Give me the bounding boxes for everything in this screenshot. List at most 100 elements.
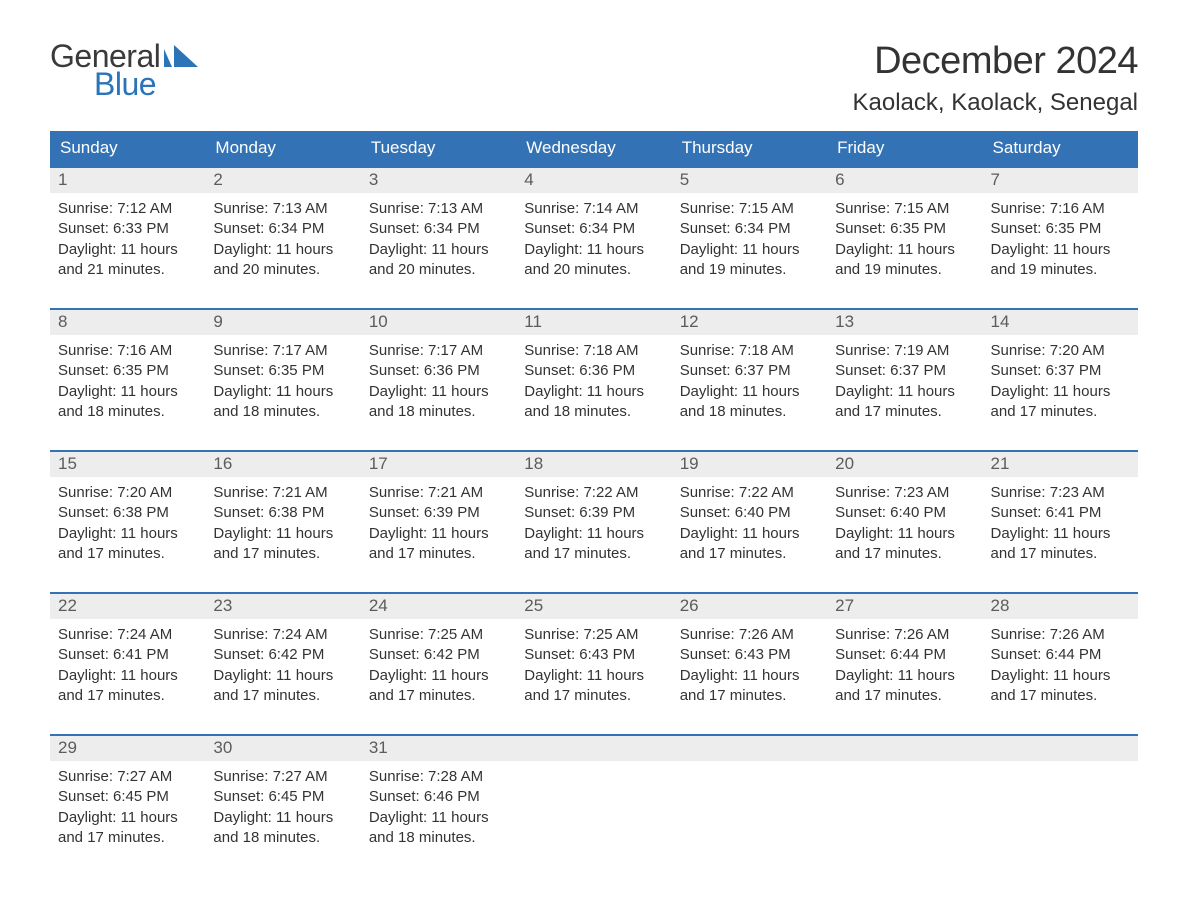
day-body: Sunrise: 7:25 AMSunset: 6:42 PMDaylight:… (361, 619, 516, 706)
sunrise-line: Sunrise: 7:24 AM (213, 625, 352, 645)
title-block: December 2024 Kaolack, Kaolack, Senegal (852, 40, 1138, 117)
day-body: Sunrise: 7:17 AMSunset: 6:36 PMDaylight:… (361, 335, 516, 422)
sunset-line: Sunset: 6:34 PM (524, 219, 663, 239)
sunset-line: Sunset: 6:34 PM (213, 219, 352, 239)
calendar-day: 18Sunrise: 7:22 AMSunset: 6:39 PMDayligh… (516, 452, 671, 564)
daylight-line: Daylight: 11 hours and 19 minutes. (835, 240, 974, 281)
sunset-line: Sunset: 6:46 PM (369, 787, 508, 807)
daylight-line: Daylight: 11 hours and 17 minutes. (524, 666, 663, 707)
sunrise-line: Sunrise: 7:24 AM (58, 625, 197, 645)
calendar-week: 15 Sunrise: 7:20 AM Sunset: 6:38 PM Dayligh… (50, 450, 1138, 564)
day-body: Sunrise: 7:17 AMSunset: 6:35 PMDaylight:… (205, 335, 360, 422)
daylight-line: Daylight: 11 hours and 19 minutes. (680, 240, 819, 281)
day-number: 9 (205, 310, 360, 335)
calendar-day: 5Sunrise: 7:15 AMSunset: 6:34 PMDaylight… (672, 168, 827, 280)
daylight-line: Daylight: 11 hours and 17 minutes. (991, 666, 1130, 707)
sunrise-line: Sunrise: 7:28 AM (369, 767, 508, 787)
calendar-day: 22Sunrise: 7:24 AMSunset: 6:41 PMDayligh… (50, 594, 205, 706)
day-body: Sunrise: 7:22 AMSunset: 6:40 PMDaylight:… (672, 477, 827, 564)
sunset-line: Sunset: 6:39 PM (369, 503, 508, 523)
calendar-day (827, 736, 982, 848)
daylight-line: Daylight: 11 hours and 17 minutes. (680, 524, 819, 565)
calendar-day: 21Sunrise: 7:23 AMSunset: 6:41 PMDayligh… (983, 452, 1138, 564)
day-body: Sunrise: 7:21 AMSunset: 6:39 PMDaylight:… (361, 477, 516, 564)
daylight-line: Daylight: 11 hours and 18 minutes. (58, 382, 197, 423)
calendar-day: 20Sunrise: 7:23 AMSunset: 6:40 PMDayligh… (827, 452, 982, 564)
daylight-line: Daylight: 11 hours and 17 minutes. (524, 524, 663, 565)
day-body (983, 761, 1138, 767)
sunrise-line: Sunrise: 7:21 AM (213, 483, 352, 503)
daylight-line: Daylight: 11 hours and 17 minutes. (58, 524, 197, 565)
daylight-line: Daylight: 11 hours and 18 minutes. (369, 382, 508, 423)
day-body: Sunrise: 7:13 AMSunset: 6:34 PMDaylight:… (205, 193, 360, 280)
daylight-line: Daylight: 11 hours and 20 minutes. (213, 240, 352, 281)
weekday-header: Saturday (983, 131, 1138, 166)
day-number: 11 (516, 310, 671, 335)
weekday-header: Thursday (672, 131, 827, 166)
sunrise-line: Sunrise: 7:18 AM (524, 341, 663, 361)
day-number: 15 (50, 452, 205, 477)
calendar-day: 29Sunrise: 7:27 AMSunset: 6:45 PMDayligh… (50, 736, 205, 848)
daylight-line: Daylight: 11 hours and 17 minutes. (991, 382, 1130, 423)
day-body: Sunrise: 7:26 AMSunset: 6:44 PMDaylight:… (827, 619, 982, 706)
day-number (672, 736, 827, 761)
day-number: 14 (983, 310, 1138, 335)
sunset-line: Sunset: 6:43 PM (680, 645, 819, 665)
calendar-day (516, 736, 671, 848)
day-number: 24 (361, 594, 516, 619)
day-number: 3 (361, 168, 516, 193)
daylight-line: Daylight: 11 hours and 17 minutes. (991, 524, 1130, 565)
day-body: Sunrise: 7:24 AMSunset: 6:42 PMDaylight:… (205, 619, 360, 706)
sunset-line: Sunset: 6:45 PM (58, 787, 197, 807)
logo: General Blue (50, 40, 198, 100)
sunset-line: Sunset: 6:36 PM (524, 361, 663, 381)
day-number: 19 (672, 452, 827, 477)
day-body: Sunrise: 7:21 AMSunset: 6:38 PMDaylight:… (205, 477, 360, 564)
day-body: Sunrise: 7:24 AMSunset: 6:41 PMDaylight:… (50, 619, 205, 706)
day-number: 18 (516, 452, 671, 477)
weeks-container: 1Sunrise: 7:12 AMSunset: 6:33 PMDaylight… (50, 166, 1138, 848)
day-number: 20 (827, 452, 982, 477)
sunset-line: Sunset: 6:42 PM (369, 645, 508, 665)
calendar-day: 1Sunrise: 7:12 AMSunset: 6:33 PMDaylight… (50, 168, 205, 280)
day-body: Sunrise: 7:13 AMSunset: 6:34 PMDaylight:… (361, 193, 516, 280)
calendar-day: 23Sunrise: 7:24 AMSunset: 6:42 PMDayligh… (205, 594, 360, 706)
calendar-day: 17Sunrise: 7:21 AMSunset: 6:39 PMDayligh… (361, 452, 516, 564)
sunset-line: Sunset: 6:45 PM (213, 787, 352, 807)
calendar-day: 7Sunrise: 7:16 AMSunset: 6:35 PMDaylight… (983, 168, 1138, 280)
calendar-day: 25Sunrise: 7:25 AMSunset: 6:43 PMDayligh… (516, 594, 671, 706)
calendar-day: 24Sunrise: 7:25 AMSunset: 6:42 PMDayligh… (361, 594, 516, 706)
calendar-day: 26Sunrise: 7:26 AMSunset: 6:43 PMDayligh… (672, 594, 827, 706)
daylight-line: Daylight: 11 hours and 17 minutes. (213, 666, 352, 707)
day-number (827, 736, 982, 761)
calendar-week: 22Sunrise: 7:24 AMSunset: 6:41 PMDayligh… (50, 592, 1138, 706)
weekday-header: Sunday (50, 131, 205, 166)
day-number (983, 736, 1138, 761)
day-number (516, 736, 671, 761)
day-number: 28 (983, 594, 1138, 619)
daylight-line: Daylight: 11 hours and 18 minutes. (213, 808, 352, 849)
sunset-line: Sunset: 6:37 PM (991, 361, 1130, 381)
sunrise-line: Sunrise: 7:23 AM (991, 483, 1130, 503)
sunrise-line: Sunrise: 7:20 AM (58, 483, 197, 503)
daylight-line: Daylight: 11 hours and 17 minutes. (58, 666, 197, 707)
day-body: Sunrise: 7:19 AMSunset: 6:37 PMDaylight:… (827, 335, 982, 422)
day-number: 5 (672, 168, 827, 193)
calendar: Sunday Monday Tuesday Wednesday Thursday… (50, 131, 1138, 848)
calendar-day: 2Sunrise: 7:13 AMSunset: 6:34 PMDaylight… (205, 168, 360, 280)
day-number: 10 (361, 310, 516, 335)
day-body: Sunrise: 7:16 AMSunset: 6:35 PMDaylight:… (983, 193, 1138, 280)
day-body (827, 761, 982, 767)
day-number: 1 (50, 168, 205, 193)
day-body: Sunrise: 7:16 AMSunset: 6:35 PMDaylight:… (50, 335, 205, 422)
sunset-line: Sunset: 6:38 PM (213, 503, 352, 523)
calendar-day: 11Sunrise: 7:18 AMSunset: 6:36 PMDayligh… (516, 310, 671, 422)
day-body: Sunrise: 7:18 AMSunset: 6:37 PMDaylight:… (672, 335, 827, 422)
location-subtitle: Kaolack, Kaolack, Senegal (852, 89, 1138, 117)
day-body: Sunrise: 7:26 AMSunset: 6:43 PMDaylight:… (672, 619, 827, 706)
sunrise-line: Sunrise: 7:12 AM (58, 199, 197, 219)
calendar-day: 8Sunrise: 7:16 AMSunset: 6:35 PMDaylight… (50, 310, 205, 422)
calendar-day: 13Sunrise: 7:19 AMSunset: 6:37 PMDayligh… (827, 310, 982, 422)
calendar-day: 19Sunrise: 7:22 AMSunset: 6:40 PMDayligh… (672, 452, 827, 564)
calendar-week: 8Sunrise: 7:16 AMSunset: 6:35 PMDaylight… (50, 308, 1138, 422)
